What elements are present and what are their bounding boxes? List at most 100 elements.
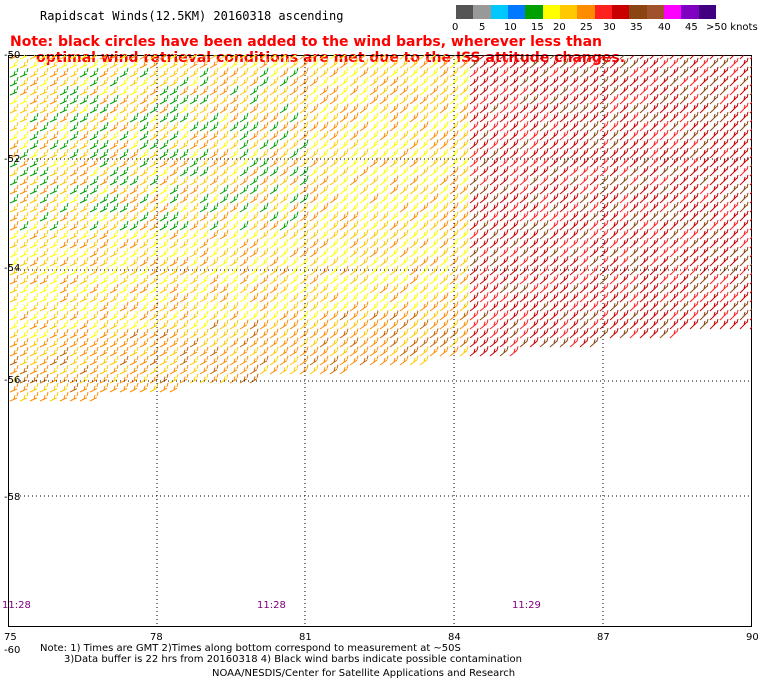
wind-barb [689, 93, 699, 105]
wind-barb [19, 58, 29, 69]
wind-barb [369, 238, 379, 249]
wind-barb [89, 220, 99, 231]
wind-barb [389, 103, 399, 114]
wind-barb [139, 346, 149, 357]
wind-barb [19, 355, 29, 366]
wind-barb [489, 211, 499, 222]
wind-barb [79, 55, 88, 60]
wind-barb [189, 283, 199, 294]
wind-barb [509, 202, 519, 213]
wind-barb [619, 138, 629, 150]
wind-barb [509, 319, 519, 330]
wind-barb [199, 301, 209, 312]
wind-barb [439, 148, 449, 159]
wind-barb [499, 292, 509, 303]
wind-barb [229, 139, 239, 150]
wind-barb [519, 256, 529, 267]
wind-barb [379, 121, 389, 132]
legend-swatch [542, 5, 560, 19]
wind-barb [599, 112, 609, 123]
wind-barb [249, 184, 259, 195]
wind-barb [439, 220, 449, 231]
wind-barb [219, 55, 228, 60]
wind-barb [739, 165, 749, 177]
wind-barb [749, 227, 752, 231]
wind-barb [499, 157, 509, 168]
wind-barb [79, 67, 89, 78]
wind-barb [369, 256, 379, 267]
wind-barb [399, 112, 409, 123]
wind-barb [59, 364, 69, 375]
wind-barb [169, 274, 179, 285]
wind-barb [49, 67, 59, 78]
wind-barb [29, 139, 39, 150]
legend-swatch [594, 5, 612, 19]
wind-barb [259, 346, 269, 357]
wind-barb [719, 102, 729, 114]
wind-barb [359, 157, 369, 168]
wind-barb [139, 328, 149, 339]
wind-barb [9, 364, 19, 375]
wind-barb [69, 166, 79, 177]
wind-barb [139, 292, 149, 303]
wind-barb [719, 120, 729, 132]
wind-barb [589, 310, 599, 321]
wind-barb [529, 328, 539, 339]
wind-barb [109, 265, 119, 276]
wind-barb [29, 346, 39, 357]
wind-barb [309, 283, 319, 294]
wind-barb [599, 220, 609, 231]
wind-barb [389, 310, 399, 321]
wind-barb [289, 103, 299, 114]
wind-barb [509, 328, 519, 339]
wind-barb [669, 237, 679, 249]
wind-barb [19, 256, 29, 267]
wind-barb [749, 65, 752, 69]
wind-barb [329, 130, 339, 141]
wind-barb [249, 310, 259, 321]
wind-barb [349, 346, 359, 357]
wind-barb [399, 175, 409, 186]
wind-barb [379, 337, 389, 348]
legend-label: 10 [504, 22, 517, 33]
wind-barb [239, 238, 249, 249]
wind-barb [459, 184, 469, 195]
wind-barb [49, 58, 59, 69]
wind-barb [749, 263, 752, 267]
wind-barb [499, 67, 509, 78]
wind-barb [59, 202, 69, 213]
wind-barb [709, 138, 719, 150]
wind-barb [719, 228, 729, 240]
wind-barb [569, 175, 579, 186]
wind-barb [519, 175, 529, 186]
wind-barb [9, 121, 19, 132]
wind-barb [699, 129, 709, 141]
wind-barb [679, 318, 689, 330]
wind-barb [59, 139, 69, 150]
wind-barb [479, 184, 489, 195]
wind-barb [179, 274, 189, 285]
wind-barb [569, 103, 579, 114]
wind-barb [689, 237, 699, 249]
wind-barb [219, 328, 229, 339]
wind-barb [269, 301, 279, 312]
wind-barb [189, 85, 199, 96]
wind-barb [329, 256, 339, 267]
wind-barb [409, 67, 419, 78]
wind-barb [719, 156, 729, 168]
wind-barb [499, 301, 509, 312]
wind-barb [699, 192, 709, 204]
wind-barb [79, 175, 89, 186]
wind-barb [19, 211, 29, 222]
wind-barb [159, 94, 169, 105]
wind-barb [509, 337, 519, 348]
wind-barb [319, 364, 329, 375]
wind-barb [259, 193, 269, 204]
wind-barb [739, 246, 749, 258]
wind-barb [519, 67, 529, 78]
wind-barb [529, 148, 539, 159]
wind-barb [69, 310, 79, 321]
wind-barb [69, 391, 79, 402]
wind-barb [469, 310, 479, 321]
wind-barb [659, 57, 669, 69]
